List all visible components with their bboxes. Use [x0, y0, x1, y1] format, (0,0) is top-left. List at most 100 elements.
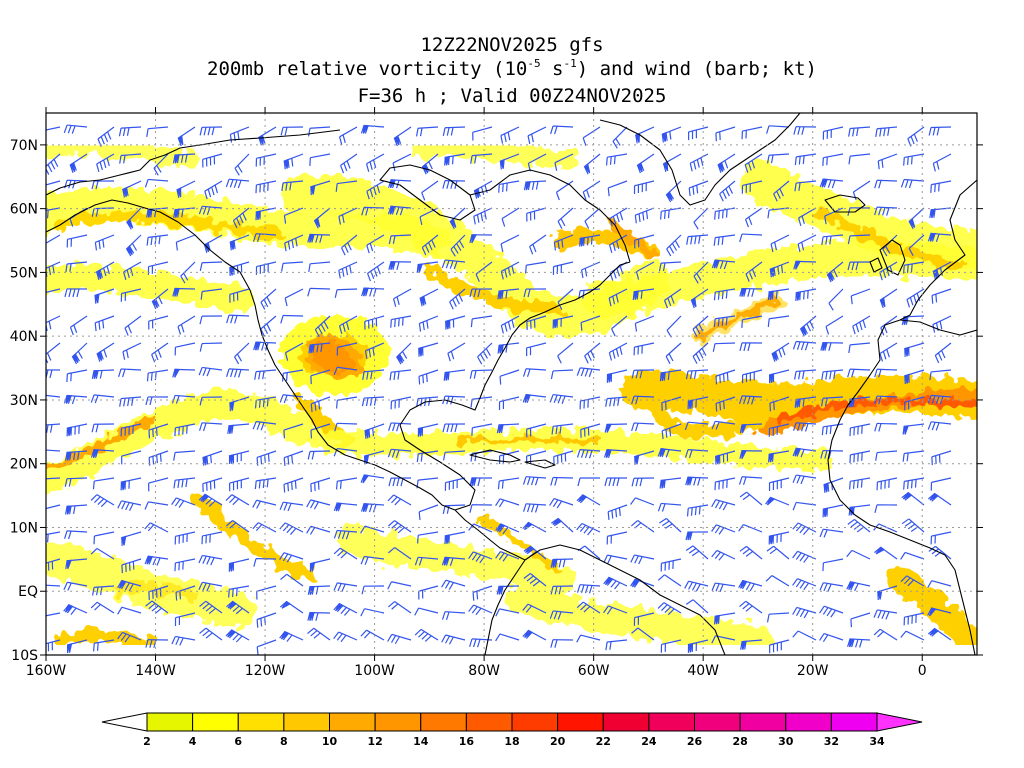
- wind-barb: [526, 342, 547, 357]
- wind-barb: [172, 368, 196, 378]
- wind-barb: [148, 423, 169, 439]
- wind-barb: [309, 558, 331, 572]
- wind-barb: [684, 421, 709, 431]
- wind-barb: [496, 585, 520, 595]
- wind-barb: [522, 503, 547, 513]
- wind-barb: [118, 368, 142, 378]
- colorbar-label: 14: [413, 735, 429, 748]
- wind-barb: [584, 342, 601, 364]
- wind-barb: [631, 627, 655, 641]
- wind-barb: [550, 585, 574, 595]
- wind-barb: [120, 477, 142, 491]
- wind-barb: [279, 552, 304, 563]
- wind-barb: [63, 581, 88, 591]
- wind-barb: [847, 518, 871, 533]
- wind-barb: [576, 522, 601, 536]
- wind-barb: [175, 234, 196, 251]
- wind-barb: [69, 153, 88, 173]
- colorbar-label: 16: [459, 735, 475, 748]
- colorbar-label: 6: [234, 735, 242, 748]
- wind-barb: [121, 450, 142, 465]
- wind-barb: [96, 153, 115, 173]
- wind-barb: [739, 600, 763, 614]
- wind-barb: [333, 529, 358, 540]
- wind-barb: [501, 207, 520, 227]
- wind-barb: [91, 369, 115, 380]
- wind-barb: [255, 261, 277, 275]
- wind-barb: [124, 315, 142, 336]
- wind-barb: [688, 126, 709, 141]
- wind-barb: [46, 207, 61, 219]
- wind-barb: [577, 477, 601, 487]
- wind-barb: [279, 501, 304, 512]
- wind-barb: [92, 639, 115, 652]
- wind-barb: [145, 396, 169, 406]
- wind-barb: [657, 574, 682, 587]
- wind-barb: [927, 232, 952, 243]
- wind-barb: [416, 450, 439, 463]
- wind-barb: [229, 288, 250, 303]
- wind-barb: [496, 423, 520, 434]
- wind-barb: [390, 396, 412, 410]
- lat-tick-label: 60N: [10, 202, 38, 218]
- wind-barb: [739, 395, 763, 405]
- wind-barb: [495, 498, 520, 508]
- wind-barb: [172, 287, 196, 297]
- wind-barb: [792, 522, 817, 536]
- wind-barb: [225, 494, 250, 506]
- wind-barb: [711, 259, 736, 270]
- wind-barb: [470, 315, 493, 328]
- wind-barb: [395, 342, 412, 365]
- wind-barb: [659, 369, 682, 382]
- wind-barb: [283, 153, 304, 170]
- wind-barb: [279, 600, 304, 614]
- wind-barb: [526, 423, 547, 438]
- wind-barb: [799, 315, 817, 337]
- wind-barb: [66, 639, 88, 654]
- wind-barb: [198, 366, 223, 377]
- wind-barb: [362, 369, 385, 380]
- wind-barb: [792, 606, 817, 619]
- wind-barb: [662, 153, 682, 173]
- wind-barb: [147, 261, 169, 275]
- wind-barb: [875, 450, 898, 461]
- wind-barb: [927, 394, 952, 405]
- wind-barb: [441, 579, 466, 590]
- wind-barb: [226, 600, 250, 615]
- colorbar-label: 30: [778, 735, 794, 748]
- wind-barb: [713, 612, 736, 625]
- wind-barb: [414, 607, 439, 616]
- wind-barb: [120, 423, 142, 437]
- wind-barb: [906, 288, 925, 308]
- wind-barb: [903, 153, 925, 166]
- wind-barb: [338, 207, 358, 225]
- wind-barb: [500, 234, 520, 253]
- wind-barb: [612, 126, 628, 149]
- wind-barb: [611, 315, 628, 337]
- wind-barb: [819, 632, 844, 643]
- wind-barb: [144, 178, 169, 188]
- wind-barb: [64, 288, 88, 298]
- wind-barb: [529, 234, 547, 255]
- wind-barb: [308, 261, 331, 273]
- wind-barb: [284, 234, 304, 252]
- colorbar-swatch: [785, 712, 832, 732]
- wind-barb: [901, 491, 925, 506]
- wind-barb: [338, 315, 358, 334]
- wind-barb: [64, 530, 88, 540]
- wind-barb: [847, 638, 871, 648]
- wind-barb: [361, 287, 385, 297]
- wind-barb: [630, 497, 655, 506]
- wind-barb: [471, 423, 493, 437]
- lon-tick-label: 20W: [797, 663, 829, 679]
- wind-barb: [608, 288, 628, 307]
- wind-barb: [633, 342, 655, 356]
- lon-tick-label: 100W: [354, 663, 395, 679]
- wind-barb: [849, 450, 871, 464]
- wind-barb: [930, 180, 952, 193]
- wind-barb: [741, 369, 763, 384]
- wind-barb: [848, 153, 871, 165]
- lon-tick-label: 0: [918, 663, 927, 679]
- wind-barb: [118, 126, 142, 137]
- wind-barb: [769, 639, 790, 654]
